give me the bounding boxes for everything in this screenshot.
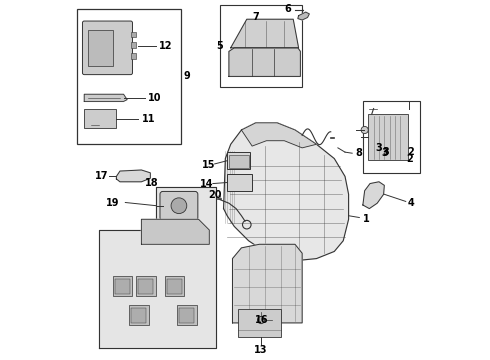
Bar	[167, 279, 182, 294]
Text: 11: 11	[142, 113, 155, 123]
Bar	[88, 30, 113, 66]
FancyBboxPatch shape	[82, 21, 132, 75]
Text: 16: 16	[255, 315, 269, 325]
Bar	[113, 276, 132, 296]
Text: 3: 3	[383, 147, 390, 157]
Bar	[136, 276, 156, 296]
Bar	[129, 305, 148, 325]
Bar	[179, 307, 194, 323]
Polygon shape	[232, 244, 302, 323]
Text: 3: 3	[381, 148, 388, 158]
Bar	[115, 279, 130, 294]
Bar	[220, 5, 302, 87]
Polygon shape	[117, 170, 150, 182]
Bar	[131, 32, 136, 37]
Circle shape	[361, 126, 368, 134]
Bar	[131, 42, 136, 48]
Circle shape	[258, 316, 265, 324]
Text: 9: 9	[184, 71, 191, 81]
Polygon shape	[363, 182, 384, 208]
Text: 7: 7	[252, 13, 259, 22]
Text: 2: 2	[407, 147, 414, 157]
Bar	[238, 309, 281, 337]
Text: 10: 10	[148, 93, 162, 103]
Polygon shape	[298, 12, 309, 20]
Text: 13: 13	[254, 345, 268, 355]
Polygon shape	[242, 123, 317, 148]
Polygon shape	[223, 123, 348, 260]
Text: 5: 5	[217, 41, 223, 51]
Text: 3: 3	[375, 143, 382, 153]
Polygon shape	[231, 19, 298, 48]
Bar	[363, 102, 420, 173]
Text: 2: 2	[406, 154, 413, 163]
Bar	[368, 114, 408, 160]
Text: 14: 14	[200, 179, 214, 189]
Text: 17: 17	[95, 171, 108, 181]
Bar	[177, 305, 197, 325]
Bar	[131, 307, 146, 323]
Text: 6: 6	[285, 4, 291, 14]
Bar	[227, 174, 252, 192]
Polygon shape	[229, 48, 300, 76]
Bar	[77, 9, 181, 144]
Circle shape	[171, 198, 187, 213]
Bar	[84, 109, 117, 128]
Bar	[165, 276, 184, 296]
Text: 12: 12	[159, 41, 172, 51]
Polygon shape	[84, 94, 127, 102]
Polygon shape	[98, 187, 217, 348]
Text: 18: 18	[145, 178, 158, 188]
Polygon shape	[142, 219, 209, 244]
Bar	[227, 152, 250, 169]
Bar	[131, 53, 136, 59]
Text: 15: 15	[202, 159, 215, 170]
Text: 1: 1	[363, 213, 370, 224]
Bar	[228, 155, 248, 168]
Text: 20: 20	[208, 190, 221, 200]
Text: 19: 19	[106, 198, 120, 207]
Text: 8: 8	[356, 148, 363, 158]
Text: 4: 4	[408, 198, 415, 208]
FancyBboxPatch shape	[160, 192, 198, 220]
Bar	[138, 279, 153, 294]
